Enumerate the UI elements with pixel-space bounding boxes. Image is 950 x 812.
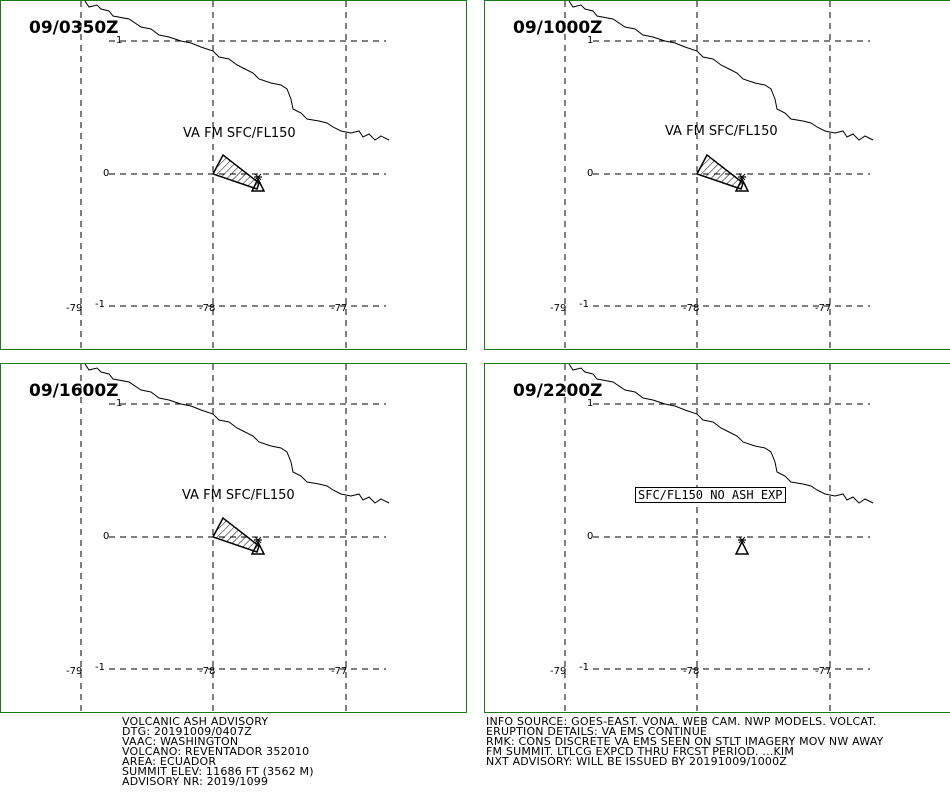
info-line: NXT ADVISORY: WILL BE ISSUED BY 20191009… — [486, 755, 788, 768]
lon-label-78: -78 — [683, 303, 700, 314]
ash-cloud-polygon — [695, 153, 744, 190]
coastline — [84, 1, 390, 141]
lon-label-77: -77 — [815, 666, 832, 677]
lon-label-78: -78 — [683, 666, 700, 677]
coastline — [84, 364, 390, 504]
no-ash-label: SFC/FL150 NO ASH EXP — [635, 487, 786, 503]
lat-label-neg1: -1 — [95, 662, 105, 673]
map-graphic — [564, 1, 874, 349]
lat-label-1: 1 — [587, 398, 594, 409]
panel-time: 09/1000Z — [513, 18, 603, 38]
coastline — [568, 364, 874, 504]
ash-label: VA FM SFC/FL150 — [183, 126, 296, 141]
info-line: INFO SOURCE: GOES-EAST. VONA. WEB CAM. N… — [486, 715, 877, 728]
advisory-line: DTG: 20191009/0407Z — [122, 725, 252, 738]
forecast-panel-2: 09/1000Z VA FM SFC/FL150 1 0 -1 -79 -78 … — [484, 0, 950, 350]
volcano-icon — [734, 536, 750, 555]
lon-label-79: -79 — [66, 666, 83, 677]
lon-label-78: -78 — [199, 303, 216, 314]
panel-time: 09/0350Z — [29, 18, 119, 38]
lat-label-neg1: -1 — [579, 662, 589, 673]
map-graphic — [80, 364, 390, 712]
info-line: RMK: CONS DISCRETE VA EMS SEEN ON STLT I… — [486, 735, 884, 748]
advisory-line: VAAC: WASHINGTON — [122, 735, 239, 748]
lon-label-77: -77 — [331, 303, 348, 314]
advisory-line: VOLCANIC ASH ADVISORY — [122, 715, 269, 728]
lon-label-79: -79 — [550, 666, 567, 677]
volcano-icon — [734, 173, 750, 192]
lat-label-0: 0 — [587, 168, 594, 179]
lon-label-79: -79 — [550, 303, 567, 314]
lat-label-1: 1 — [587, 35, 594, 46]
coastline — [568, 1, 874, 141]
info-line: ERUPTION DETAILS: VA EMS CONTINUE — [486, 725, 708, 738]
advisory-details: INFO SOURCE: GOES-EAST. VONA. WEB CAM. N… — [486, 715, 884, 768]
lat-label-0: 0 — [587, 531, 594, 542]
lat-label-0: 0 — [103, 168, 110, 179]
info-line: FM SUMMIT. LTLCG EXPCD THRU FRCST PERIOD… — [486, 745, 795, 758]
forecast-panel-4: 09/2200Z SFC/FL150 NO ASH EXP 1 0 -1 -79… — [484, 363, 950, 713]
advisory-line: ADVISORY NR: 2019/1099 — [122, 775, 269, 788]
volcano-icon — [250, 173, 266, 192]
ash-label: VA FM SFC/FL150 — [665, 124, 778, 139]
ash-cloud-polygon — [211, 153, 260, 190]
lat-label-1: 1 — [116, 398, 123, 409]
lon-label-78: -78 — [199, 666, 216, 677]
lon-label-79: -79 — [66, 303, 83, 314]
lon-label-77: -77 — [815, 303, 832, 314]
forecast-panel-3: 09/1600Z VA FM SFC/FL150 1 0 -1 -79 -78 … — [0, 363, 467, 713]
ash-label: VA FM SFC/FL150 — [182, 488, 295, 503]
ash-cloud-polygon — [211, 516, 260, 553]
panel-time: 09/2200Z — [513, 381, 603, 401]
advisory-line: VOLCANO: REVENTADOR 352010 — [122, 745, 310, 758]
map-graphic — [80, 1, 390, 349]
map-graphic — [564, 364, 874, 712]
panel-time: 09/1600Z — [29, 381, 119, 401]
advisory-line: SUMMIT ELEV: 11686 FT (3562 M) — [122, 765, 314, 778]
volcano-icon — [250, 536, 266, 555]
advisory-line: AREA: ECUADOR — [122, 755, 217, 768]
advisory-header: VOLCANIC ASH ADVISORY DTG: 20191009/0407… — [122, 715, 314, 788]
lat-label-1: 1 — [116, 35, 123, 46]
lon-label-77: -77 — [331, 666, 348, 677]
lat-label-0: 0 — [103, 531, 110, 542]
forecast-panel-1: 09/0350Z VA FM SFC/FL150 1 0 -1 -79 -78 … — [0, 0, 467, 350]
lat-label-neg1: -1 — [95, 299, 105, 310]
lat-label-neg1: -1 — [579, 299, 589, 310]
